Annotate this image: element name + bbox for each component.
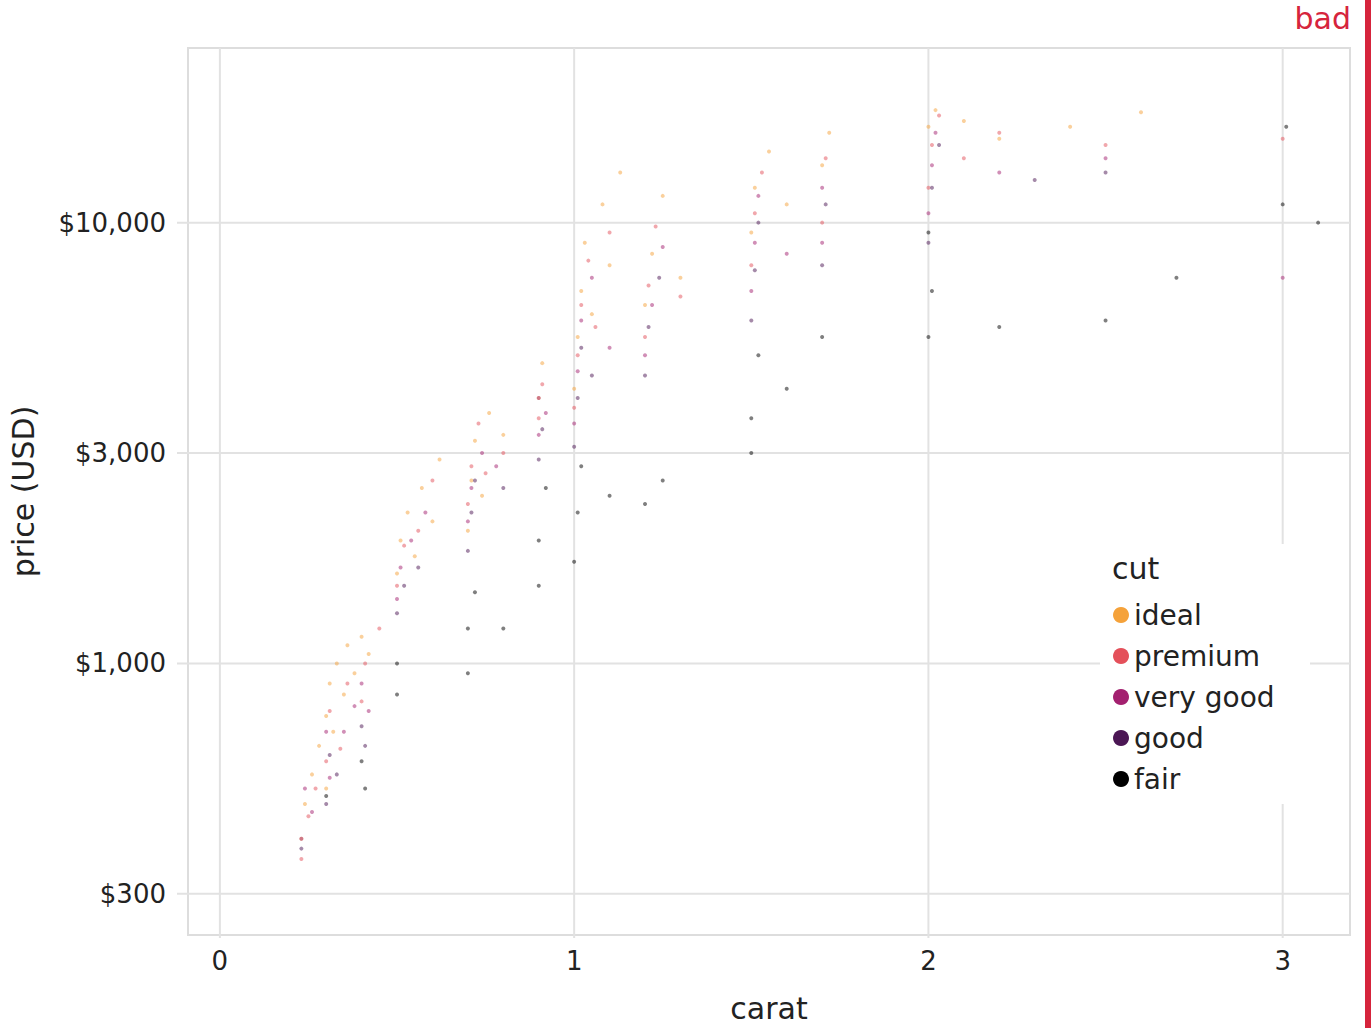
svg-text:$10,000: $10,000 — [58, 208, 166, 238]
svg-text:good: good — [1134, 722, 1204, 755]
svg-text:carat: carat — [730, 991, 808, 1026]
svg-text:0: 0 — [212, 946, 229, 976]
svg-text:$300: $300 — [100, 879, 166, 909]
svg-text:3: 3 — [1274, 946, 1291, 976]
svg-text:fair: fair — [1134, 763, 1181, 796]
svg-text:$1,000: $1,000 — [75, 648, 166, 678]
svg-text:cut: cut — [1112, 551, 1160, 586]
svg-text:premium: premium — [1134, 640, 1260, 673]
svg-text:1: 1 — [566, 946, 583, 976]
svg-text:price (USD): price (USD) — [6, 406, 41, 578]
svg-text:$3,000: $3,000 — [75, 438, 166, 468]
svg-text:2: 2 — [920, 946, 937, 976]
svg-text:bad: bad — [1295, 1, 1351, 36]
svg-text:ideal: ideal — [1134, 599, 1202, 632]
svg-text:very good: very good — [1134, 681, 1275, 714]
